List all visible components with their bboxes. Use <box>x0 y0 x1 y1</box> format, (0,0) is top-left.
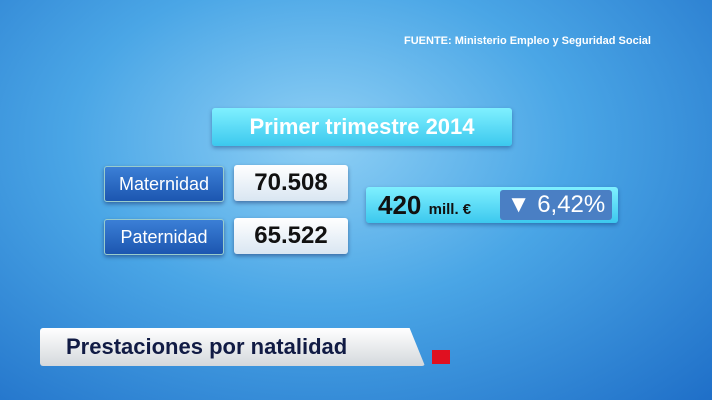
amount-box: 420 mill. € ▼ 6,42% <box>366 187 618 223</box>
amount-unit: mill. € <box>428 201 472 218</box>
red-marker <box>432 350 450 364</box>
amount-value: 420 <box>378 190 422 220</box>
paternidad-label: Paternidad <box>104 219 224 255</box>
change-value: 6,42% <box>537 191 606 218</box>
headline: Prestaciones por natalidad <box>66 334 348 359</box>
change-badge: ▼ 6,42% <box>500 190 612 220</box>
period-title: Primer trimestre 2014 <box>212 108 512 146</box>
headline-bar: Prestaciones por natalidad <box>40 328 425 366</box>
source-caption: FUENTE: Ministerio Empleo y Seguridad So… <box>404 35 651 47</box>
maternidad-label: Maternidad <box>104 166 224 202</box>
maternidad-value: 70.508 <box>234 165 348 201</box>
amount: 420 mill. € <box>378 190 471 221</box>
paternidad-value: 65.522 <box>234 218 348 254</box>
down-triangle-icon: ▼ <box>506 191 531 218</box>
